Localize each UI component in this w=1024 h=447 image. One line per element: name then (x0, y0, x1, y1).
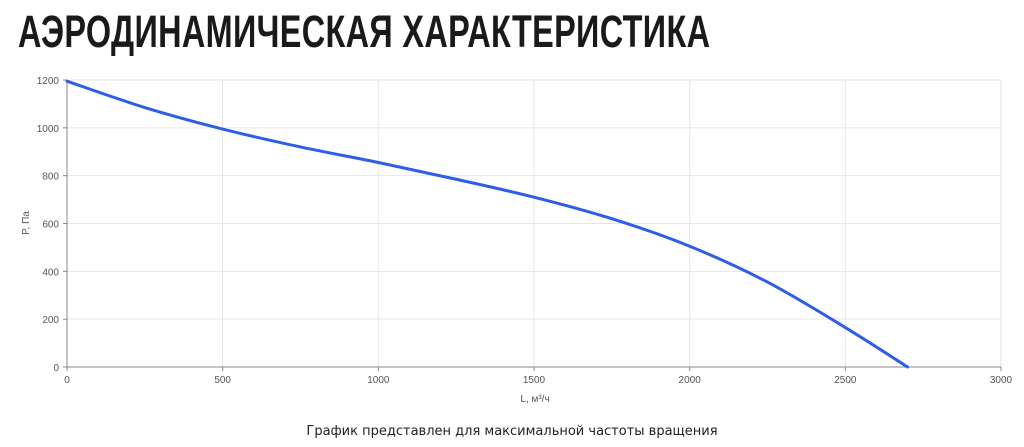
x-tick-label: 2000 (679, 375, 702, 386)
chart-note: График представлен для максимальной част… (306, 424, 718, 439)
y-tick-label: 400 (42, 267, 59, 278)
y-tick-label: 1200 (37, 76, 60, 87)
series-line (65, 79, 910, 369)
y-tick-label: 1000 (37, 124, 60, 135)
x-axis-label: L, м³/ч (520, 394, 549, 405)
x-tick-label: 500 (214, 375, 231, 386)
x-tick-label: 2500 (834, 375, 857, 386)
x-tick-label: 3000 (990, 375, 1013, 386)
y-tick-label: 200 (42, 315, 59, 326)
page-title: АЭРОДИНАМИЧЕСКАЯ ХАРАКТЕРИСТИКА (18, 6, 711, 57)
y-axis-label: P, Па (21, 211, 32, 235)
y-tick-label: 600 (42, 220, 59, 231)
y-tick-label: 800 (42, 172, 59, 183)
x-tick-label: 0 (64, 375, 70, 386)
x-tick-label: 1000 (367, 375, 390, 386)
chart-axes (63, 79, 1002, 371)
chart-series (65, 79, 910, 369)
y-tick-labels: 0 200 400 600 800 1000 1200 (37, 76, 60, 374)
x-tick-label: 1500 (523, 375, 546, 386)
x-tick-labels: 0 500 1000 1500 2000 2500 3000 (64, 375, 1012, 386)
y-tick-label: 0 (53, 363, 59, 374)
chart-grid (67, 79, 1002, 367)
